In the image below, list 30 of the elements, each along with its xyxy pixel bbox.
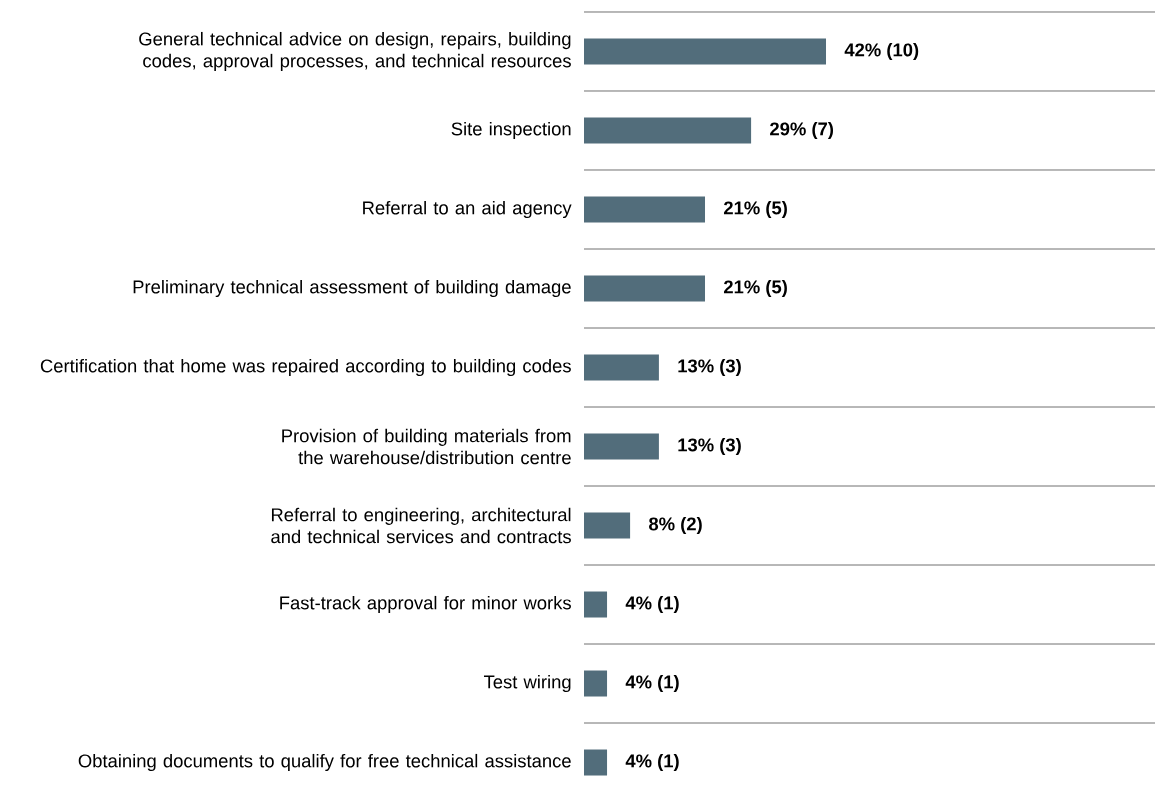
bar [584, 38, 826, 65]
bar [584, 749, 608, 776]
y-tick-label: General technical advice on design, repairs, building codes, approval processes, and technical resources [139, 31, 571, 72]
data-label: 13% (3) [678, 358, 741, 377]
data-label: 8% (2) [649, 516, 702, 535]
bar [584, 196, 705, 223]
y-tick-label: Referral to engineering, architectural and technical services and contracts [271, 507, 571, 544]
bar [584, 591, 608, 618]
y-tick-label: Certification that home was repaired according to building codes [40, 358, 571, 377]
y-tick-label: Site inspection [451, 121, 571, 140]
data-label: 21% (5) [723, 279, 787, 298]
data-label: 21% (5) [723, 200, 787, 219]
y-tick-label: Provision of building materials from the warehouse/distribution centre [282, 428, 571, 465]
y-tick-label: Fast-track approval for minor works [280, 595, 571, 614]
bar [584, 670, 608, 697]
data-label: 4% (1) [625, 674, 679, 693]
bar [584, 275, 705, 302]
data-label: 13% (3) [678, 437, 741, 456]
data-label: 4% (1) [625, 595, 679, 614]
y-tick-label: Obtaining documents to qualify for free technical assistance [78, 753, 571, 772]
y-tick-label: Referral to an aid agency [363, 200, 572, 219]
y-tick-label: Preliminary technical assessment of building damage [133, 279, 571, 298]
bar [584, 117, 752, 144]
bar [584, 512, 631, 539]
data-label: 4% (1) [625, 753, 679, 772]
data-label: 42% (10) [844, 42, 919, 61]
bar [584, 433, 659, 460]
data-label: 29% (7) [770, 121, 834, 140]
bar [584, 354, 659, 381]
y-tick-label: Test wiring [483, 674, 571, 693]
